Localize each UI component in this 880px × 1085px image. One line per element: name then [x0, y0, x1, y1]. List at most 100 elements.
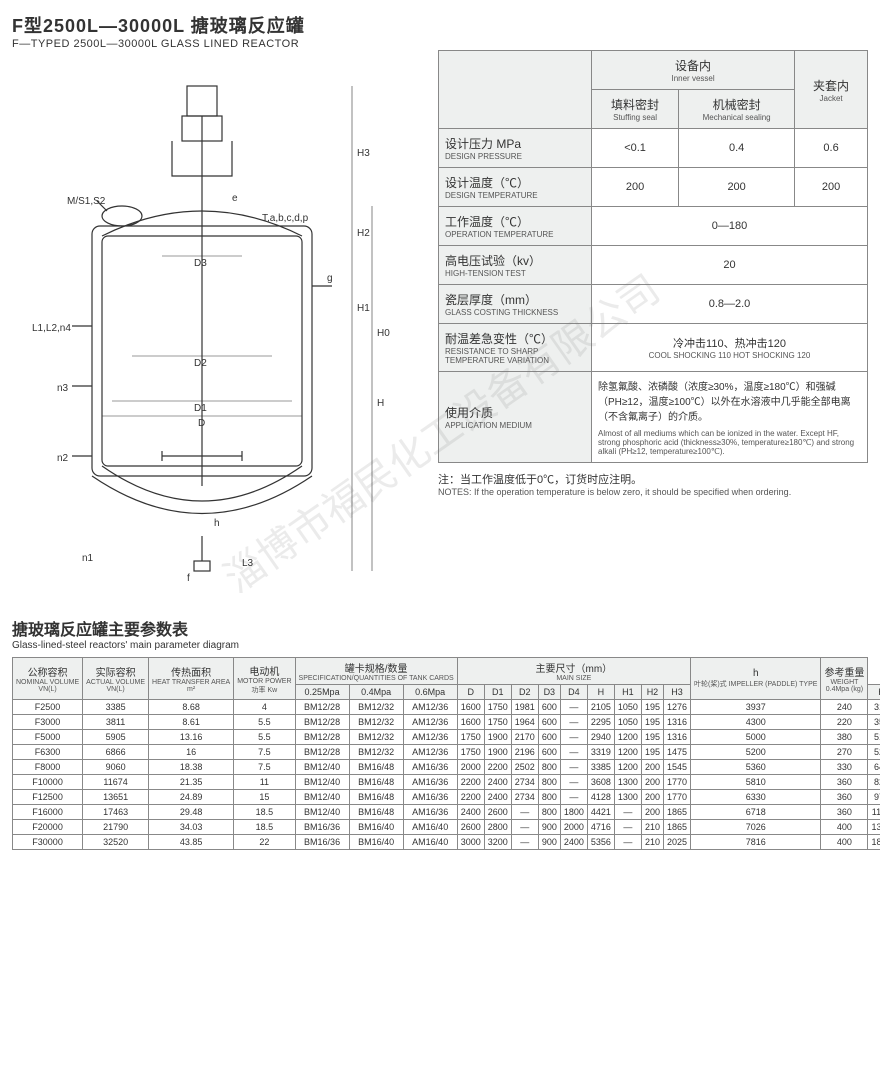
param-cell: 2734	[511, 790, 538, 805]
param-cell: 2400	[457, 805, 484, 820]
param-cell: 3937	[691, 700, 821, 715]
param-cell: BM16/36	[295, 835, 349, 850]
param-cell: 800	[538, 790, 560, 805]
param-cell: F8000	[13, 760, 83, 775]
param-cell: 400	[821, 820, 868, 835]
param-cell: 195	[641, 745, 663, 760]
param-cell: 1300	[614, 790, 641, 805]
param-cell: 2200	[484, 760, 511, 775]
param-cell: 330	[821, 760, 868, 775]
param-cell: 1750	[484, 700, 511, 715]
param-cell: F12500	[13, 790, 83, 805]
param-cell: AM16/36	[403, 760, 457, 775]
param-cell: 1900	[484, 730, 511, 745]
spec-row-label: 高电压试验（kv）HIGH-TENSION TEST	[439, 246, 592, 285]
param-cell: F20000	[13, 820, 83, 835]
param-cell: 7.5	[234, 760, 295, 775]
param-cell: 2295	[587, 715, 614, 730]
spec-row-label: 瓷层厚度（mm）GLASS COSTING THICKNESS	[439, 285, 592, 324]
param-cell: BM12/32	[349, 700, 403, 715]
param-cell: BM12/40	[295, 790, 349, 805]
param-cell: BM16/48	[349, 775, 403, 790]
param-cell: 18400	[868, 835, 880, 850]
param-cell: —	[511, 805, 538, 820]
param-cell: 380	[821, 730, 868, 745]
param-cell: 210	[641, 820, 663, 835]
param-cell: 1750	[484, 715, 511, 730]
param-cell: 13220	[868, 820, 880, 835]
lbl-g: g	[327, 273, 333, 284]
param-cell: —	[560, 715, 587, 730]
param-cell: 43.85	[149, 835, 234, 850]
param-cell: 15	[234, 790, 295, 805]
lbl-H1: H1	[357, 303, 370, 314]
lbl-D: D	[198, 418, 205, 429]
param-cell: 1545	[663, 760, 690, 775]
param-cell: 5905	[83, 730, 149, 745]
param-cell: 16	[149, 745, 234, 760]
param-cell: 8250	[868, 775, 880, 790]
lbl-H3: H3	[357, 148, 370, 159]
param-cell: 2000	[560, 820, 587, 835]
param-cell: AM16/36	[403, 805, 457, 820]
param-cell: 600	[538, 715, 560, 730]
param-cell: 270	[821, 745, 868, 760]
param-cell: 4128	[587, 790, 614, 805]
lbl-l3: L3	[242, 558, 254, 569]
param-cell: 3385	[587, 760, 614, 775]
param-cell: 2105	[587, 700, 614, 715]
lbl-D2: D2	[194, 358, 207, 369]
param-cell: 400	[821, 835, 868, 850]
param-cell: —	[511, 820, 538, 835]
param-cell: 600	[538, 730, 560, 745]
title-en: F—TYPED 2500L—30000L GLASS LINED REACTOR	[12, 38, 868, 50]
param-cell: 6430	[868, 760, 880, 775]
param-cell: 7816	[691, 835, 821, 850]
param-cell: 600	[538, 745, 560, 760]
lbl-ms1s2: M/S1,S2	[67, 196, 106, 207]
title-cn: F型2500L—30000L 搪玻璃反应罐	[12, 12, 868, 38]
param-cell: 2940	[587, 730, 614, 745]
param-cell: 1050	[614, 700, 641, 715]
param-cell: 11674	[83, 775, 149, 790]
param-cell: 1050	[614, 715, 641, 730]
param-cell: 360	[821, 775, 868, 790]
lbl-n2: n2	[57, 453, 69, 464]
param-cell: F3000	[13, 715, 83, 730]
spec-row-label: 工作温度（℃）OPERATION TEMPERATURE	[439, 207, 592, 246]
param-cell: 5250	[868, 745, 880, 760]
param-cell: 200	[641, 805, 663, 820]
param-cell: 360	[821, 805, 868, 820]
param-cell: 3319	[587, 745, 614, 760]
param-cell: 5356	[587, 835, 614, 850]
param-cell: 200	[641, 760, 663, 775]
param-cell: 1865	[663, 805, 690, 820]
param-cell: BM12/40	[295, 760, 349, 775]
param-cell: 3200	[484, 835, 511, 850]
param-cell: 5000	[691, 730, 821, 745]
param-cell: 11	[234, 775, 295, 790]
param-cell: 1600	[457, 700, 484, 715]
param-cell: 195	[641, 700, 663, 715]
param-cell: F16000	[13, 805, 83, 820]
param-cell: 34.03	[149, 820, 234, 835]
param-cell: 1750	[457, 745, 484, 760]
param-cell: 2025	[663, 835, 690, 850]
param-cell: 1770	[663, 775, 690, 790]
param-cell: —	[560, 760, 587, 775]
param-cell: 4300	[691, 715, 821, 730]
param-cell: 2000	[457, 760, 484, 775]
param-cell: 2600	[484, 805, 511, 820]
param-cell: AM12/36	[403, 745, 457, 760]
param-cell: BM12/40	[295, 775, 349, 790]
param-cell: 1300	[614, 775, 641, 790]
param-cell: 2400	[484, 775, 511, 790]
param-cell: 9780	[868, 790, 880, 805]
param-cell: 32520	[83, 835, 149, 850]
param-cell: BM16/36	[295, 820, 349, 835]
param-cell: 5.5	[234, 715, 295, 730]
param-cell: 360	[821, 790, 868, 805]
param-cell: 800	[538, 760, 560, 775]
param-cell: 13.16	[149, 730, 234, 745]
param-cell: 195	[641, 715, 663, 730]
